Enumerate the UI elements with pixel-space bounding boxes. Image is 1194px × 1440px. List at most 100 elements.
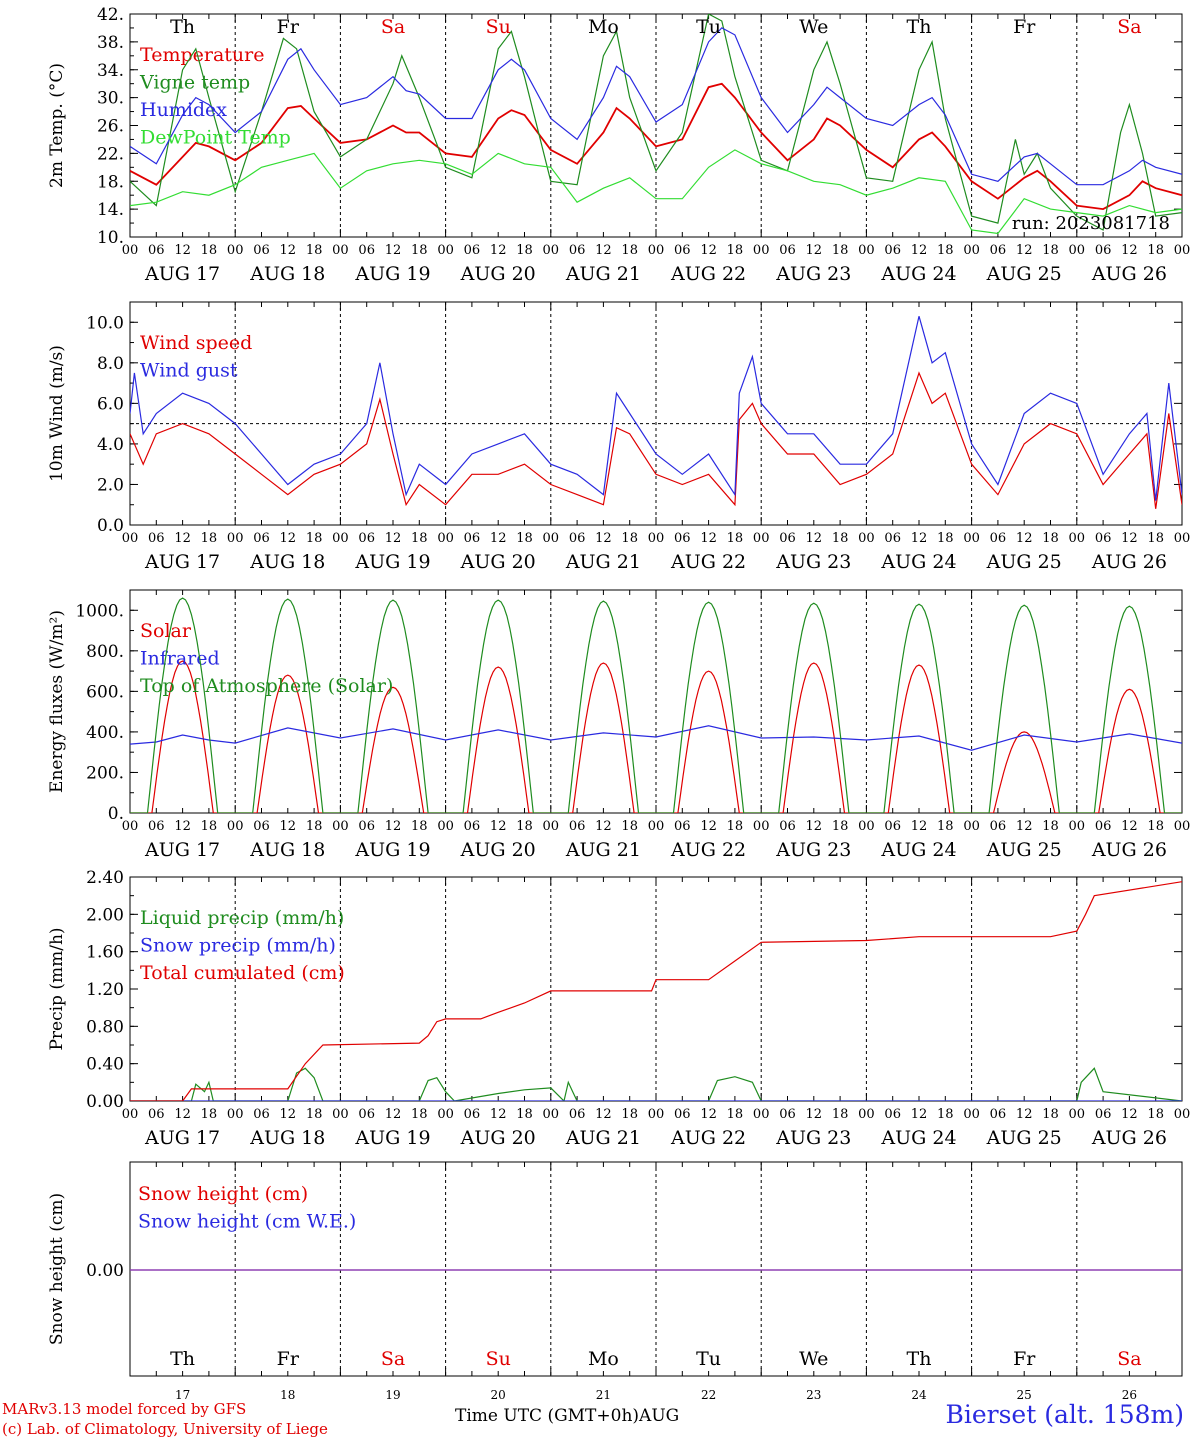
hour-tick-label: 18 — [727, 531, 744, 546]
day-number-label: 22 — [701, 1388, 716, 1402]
hour-tick-label: 00 — [543, 1107, 560, 1122]
weekday-label: Fr — [1013, 16, 1036, 38]
hour-tick-label: 00 — [753, 819, 770, 834]
hour-tick-label: 00 — [1069, 531, 1086, 546]
hour-tick-label: 06 — [779, 531, 796, 546]
hour-tick-label: 18 — [306, 1107, 323, 1122]
hour-tick-label: 12 — [911, 243, 928, 258]
weekday-label: Th — [907, 1348, 932, 1370]
hour-tick-label: 00 — [963, 243, 980, 258]
date-label: AUG 21 — [565, 551, 641, 573]
hour-tick-label: 06 — [358, 243, 375, 258]
hour-tick-label: 18 — [832, 819, 849, 834]
hour-tick-label: 00 — [753, 243, 770, 258]
y-tick-label: 6.0 — [97, 394, 124, 414]
y-tick-label: 1000. — [75, 601, 124, 621]
series-line-wind-speed — [130, 371, 1182, 509]
date-label: AUG 19 — [354, 839, 430, 861]
hour-tick-label: 12 — [490, 819, 507, 834]
date-label: AUG 20 — [460, 839, 536, 861]
y-tick-label: 2.40 — [86, 868, 124, 888]
hour-tick-label: 12 — [174, 819, 191, 834]
hour-tick-label: 00 — [543, 243, 560, 258]
hour-tick-label: 00 — [122, 819, 139, 834]
hour-tick-label: 06 — [464, 819, 481, 834]
hour-tick-label: 06 — [253, 1107, 270, 1122]
hour-tick-label: 00 — [753, 1107, 770, 1122]
hour-tick-label: 18 — [411, 243, 428, 258]
date-label: AUG 26 — [1091, 551, 1167, 573]
date-label: AUG 23 — [775, 1127, 851, 1149]
weekday-label: Sa — [381, 1348, 405, 1370]
hour-tick-label: 18 — [411, 819, 428, 834]
y-tick-label: 26. — [97, 117, 124, 137]
hour-tick-label: 00 — [1174, 531, 1191, 546]
series-line-humidex — [130, 27, 1182, 186]
date-label: AUG 23 — [775, 839, 851, 861]
hour-tick-label: 00 — [332, 1107, 349, 1122]
hour-tick-label: 00 — [753, 531, 770, 546]
hour-tick-label: 06 — [884, 243, 901, 258]
x-axis-title: Time UTC (GMT+0h)AUG — [455, 1406, 679, 1426]
hour-tick-label: 18 — [1147, 1107, 1164, 1122]
hour-tick-label: 06 — [148, 243, 165, 258]
weekday-label: Fr — [277, 1348, 300, 1370]
hour-tick-label: 06 — [148, 819, 165, 834]
legend-entry: Infrared — [140, 648, 220, 670]
day-number-label: 24 — [911, 1388, 927, 1402]
hour-tick-label: 12 — [1121, 819, 1138, 834]
panel-snow: 0.00 Snow height (cm) Snow height (cm) Snow… — [47, 1161, 1183, 1402]
hour-tick-label: 00 — [332, 243, 349, 258]
panel-temperature: 10. 14. 18. 22. 26. 30. 34. 38. 42. 2m Temp. (°C)… — [47, 5, 1190, 285]
hour-tick-label: 18 — [621, 531, 638, 546]
hour-tick-label: 00 — [648, 243, 665, 258]
hour-tick-label: 00 — [227, 243, 244, 258]
y-tick-label: 1.60 — [86, 943, 124, 963]
hour-tick-label: 00 — [1069, 243, 1086, 258]
legend-entry: Humidex — [140, 99, 227, 121]
hour-tick-label: 06 — [884, 531, 901, 546]
hour-tick-label: 18 — [621, 1107, 638, 1122]
hour-tick-label: 00 — [1069, 1107, 1086, 1122]
hour-tick-label: 12 — [280, 531, 297, 546]
hour-tick-label: 06 — [884, 1107, 901, 1122]
legend-entry: Liquid precip (mm/h) — [140, 907, 344, 929]
hour-tick-label: 18 — [1042, 1107, 1059, 1122]
hour-tick-label: 00 — [332, 531, 349, 546]
hour-tick-label: 06 — [253, 531, 270, 546]
hour-tick-label: 18 — [1042, 531, 1059, 546]
hour-tick-label: 18 — [1042, 243, 1059, 258]
hour-tick-label: 12 — [1016, 243, 1033, 258]
date-label: AUG 17 — [144, 839, 220, 861]
day-number-label: 21 — [596, 1388, 611, 1402]
hour-tick-label: 18 — [832, 1107, 849, 1122]
hour-tick-label: 12 — [1121, 243, 1138, 258]
y-axis-label: Precip (mm/h) — [47, 927, 67, 1050]
y-tick-label: 0.00 — [86, 1092, 124, 1112]
hour-tick-label: 12 — [385, 243, 402, 258]
weekday-label: Sa — [1117, 1348, 1141, 1370]
hour-tick-label: 18 — [411, 1107, 428, 1122]
hour-tick-label: 12 — [806, 1107, 823, 1122]
legend-entry: Vigne temp — [139, 72, 250, 94]
hour-tick-label: 18 — [727, 1107, 744, 1122]
hour-tick-label: 18 — [516, 819, 533, 834]
hour-tick-label: 12 — [385, 531, 402, 546]
hour-tick-label: 00 — [1069, 819, 1086, 834]
day-number-label: 25 — [1017, 1388, 1032, 1402]
hour-tick-label: 06 — [464, 243, 481, 258]
y-tick-label: 22. — [97, 144, 124, 164]
date-label: AUG 19 — [354, 551, 430, 573]
day-number-label: 17 — [175, 1388, 190, 1402]
y-tick-label: 34. — [97, 61, 124, 81]
date-label: AUG 18 — [249, 839, 325, 861]
hour-tick-label: 12 — [490, 243, 507, 258]
hour-tick-label: 18 — [201, 819, 218, 834]
hour-tick-label: 00 — [437, 243, 454, 258]
y-tick-label: 200. — [86, 763, 124, 783]
hour-tick-label: 18 — [621, 819, 638, 834]
hour-tick-label: 00 — [332, 819, 349, 834]
y-tick-label: 10. — [97, 228, 124, 248]
legend-entry: Solar — [140, 620, 192, 642]
date-label: AUG 26 — [1091, 839, 1167, 861]
